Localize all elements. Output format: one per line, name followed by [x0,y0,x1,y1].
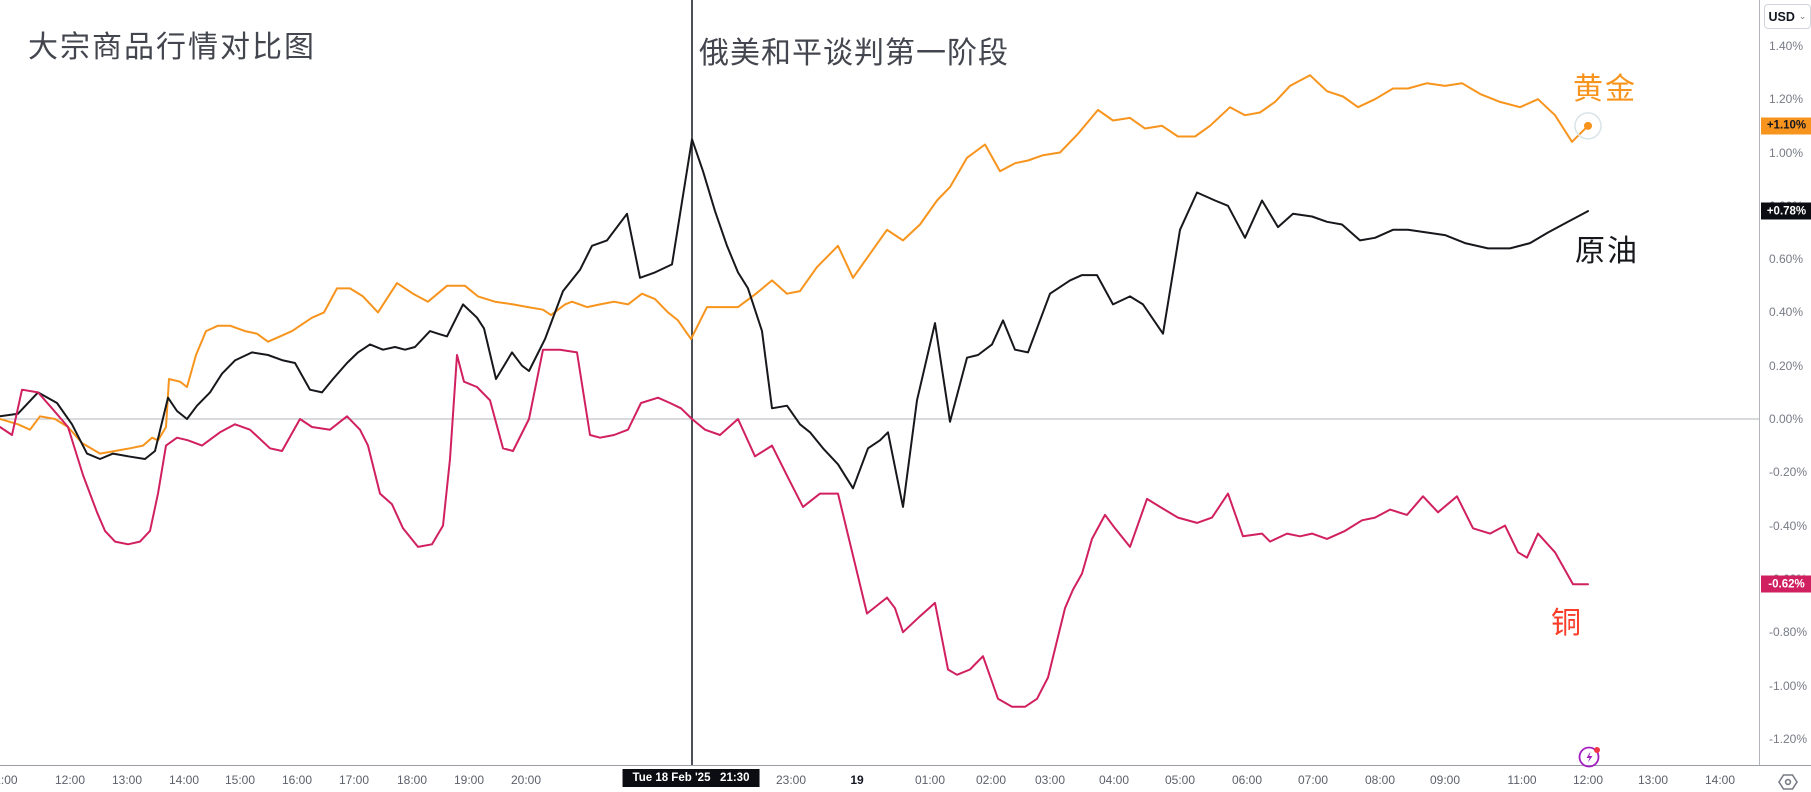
x-axis-tick-label: 18:00 [396,773,428,787]
y-axis-tick-label: -0.80% [1769,625,1808,640]
x-axis-tick-label: 23:00 [775,773,807,787]
y-axis-tick-label: 0.60% [1769,252,1804,267]
x-axis-tick-label: 04:00 [1098,773,1130,787]
x-axis-tick-label: 06:00 [1231,773,1263,787]
series-label-gold: 黄金 [1573,73,1637,106]
quick-trade-lightning-icon[interactable] [1577,744,1603,770]
series-label-copper: 铜 [1551,607,1583,640]
price-badge-gold: +1.10% [1761,117,1811,135]
x-axis-tick-label: 11:00 [1507,773,1537,787]
price-badge-crude: +0.78% [1761,202,1811,220]
axis-settings-hexagon-icon[interactable] [1777,772,1799,792]
price-badge-copper: -0.62% [1761,575,1811,593]
series-line-1[interactable] [0,138,1589,508]
x-axis-tick-label: 15:00 [224,773,256,787]
currency-selector-button[interactable]: USD ⌄ [1764,4,1811,29]
series-line-2[interactable] [0,348,1589,708]
x-axis-tick-label: 12:00 [54,773,86,787]
x-axis-tick-label: 12:00 [1572,773,1604,787]
x-axis-tick-label: 13:00 [111,773,143,787]
y-axis-tick-label: 1.40% [1769,38,1804,53]
time-axis[interactable]: 11:00 12:00 13:00 14:00 15:00 16:00 17:00 18:00… [0,765,1811,792]
y-axis-tick-label: 1.20% [1769,92,1804,107]
y-axis-tick-label: -1.00% [1769,678,1808,693]
x-axis-tick-label: 09:00 [1429,773,1461,787]
x-axis-tick-label: 17:00 [338,773,370,787]
last-price-dot [1584,121,1592,130]
y-axis-tick-label: 1.00% [1769,145,1804,160]
x-axis-tick-label: 05:00 [1164,773,1196,787]
last-price-halo [1574,112,1602,140]
event-annotation: 俄美和平谈判第一阶段 [699,37,1009,70]
series-label-crude: 原油 [1575,235,1639,268]
y-axis-tick-label: -0.40% [1769,518,1808,533]
y-axis-tick-label: 0.40% [1769,305,1804,320]
x-axis-tick-label: 20:00 [510,773,542,787]
x-axis-tick-label: 14:00 [1704,773,1736,787]
y-axis-tick-label: 0.20% [1769,358,1804,373]
x-axis-tick-label: 13:00 [1637,773,1669,787]
y-axis-tick-label: -1.20% [1769,731,1808,746]
x-axis-tick-label: 03:00 [1034,773,1066,787]
x-axis-tick-label: 19:00 [453,773,485,787]
crosshair-date-badge: Tue 18 Feb '25 21:30 [622,769,760,787]
x-axis-tick-label: 07:00 [1297,773,1329,787]
chevron-down-icon: ⌄ [1798,11,1807,21]
x-axis-tick-label: 11:00 [0,773,18,787]
x-axis-tick-label: 08:00 [1364,773,1396,787]
x-axis-tick-label: 16:00 [281,773,313,787]
x-axis-tick-label: 02:00 [975,773,1007,787]
currency-label: USD [1768,9,1795,24]
y-axis-tick-label: 0.00% [1769,412,1804,426]
x-axis-tick-label: 14:00 [168,773,200,787]
page-title: 大宗商品行情对比图 [28,31,316,64]
price-chart[interactable] [0,0,1811,765]
series-line-0[interactable] [0,74,1589,455]
y-axis-tick-label: -0.20% [1769,465,1808,480]
x-axis-date-label: 19 [850,773,864,787]
price-axis[interactable]: 1.40%1.20%1.00%0.80%0.60%0.40%0.20%0.00%… [1759,0,1811,792]
x-axis-tick-label: 01:00 [914,773,946,787]
